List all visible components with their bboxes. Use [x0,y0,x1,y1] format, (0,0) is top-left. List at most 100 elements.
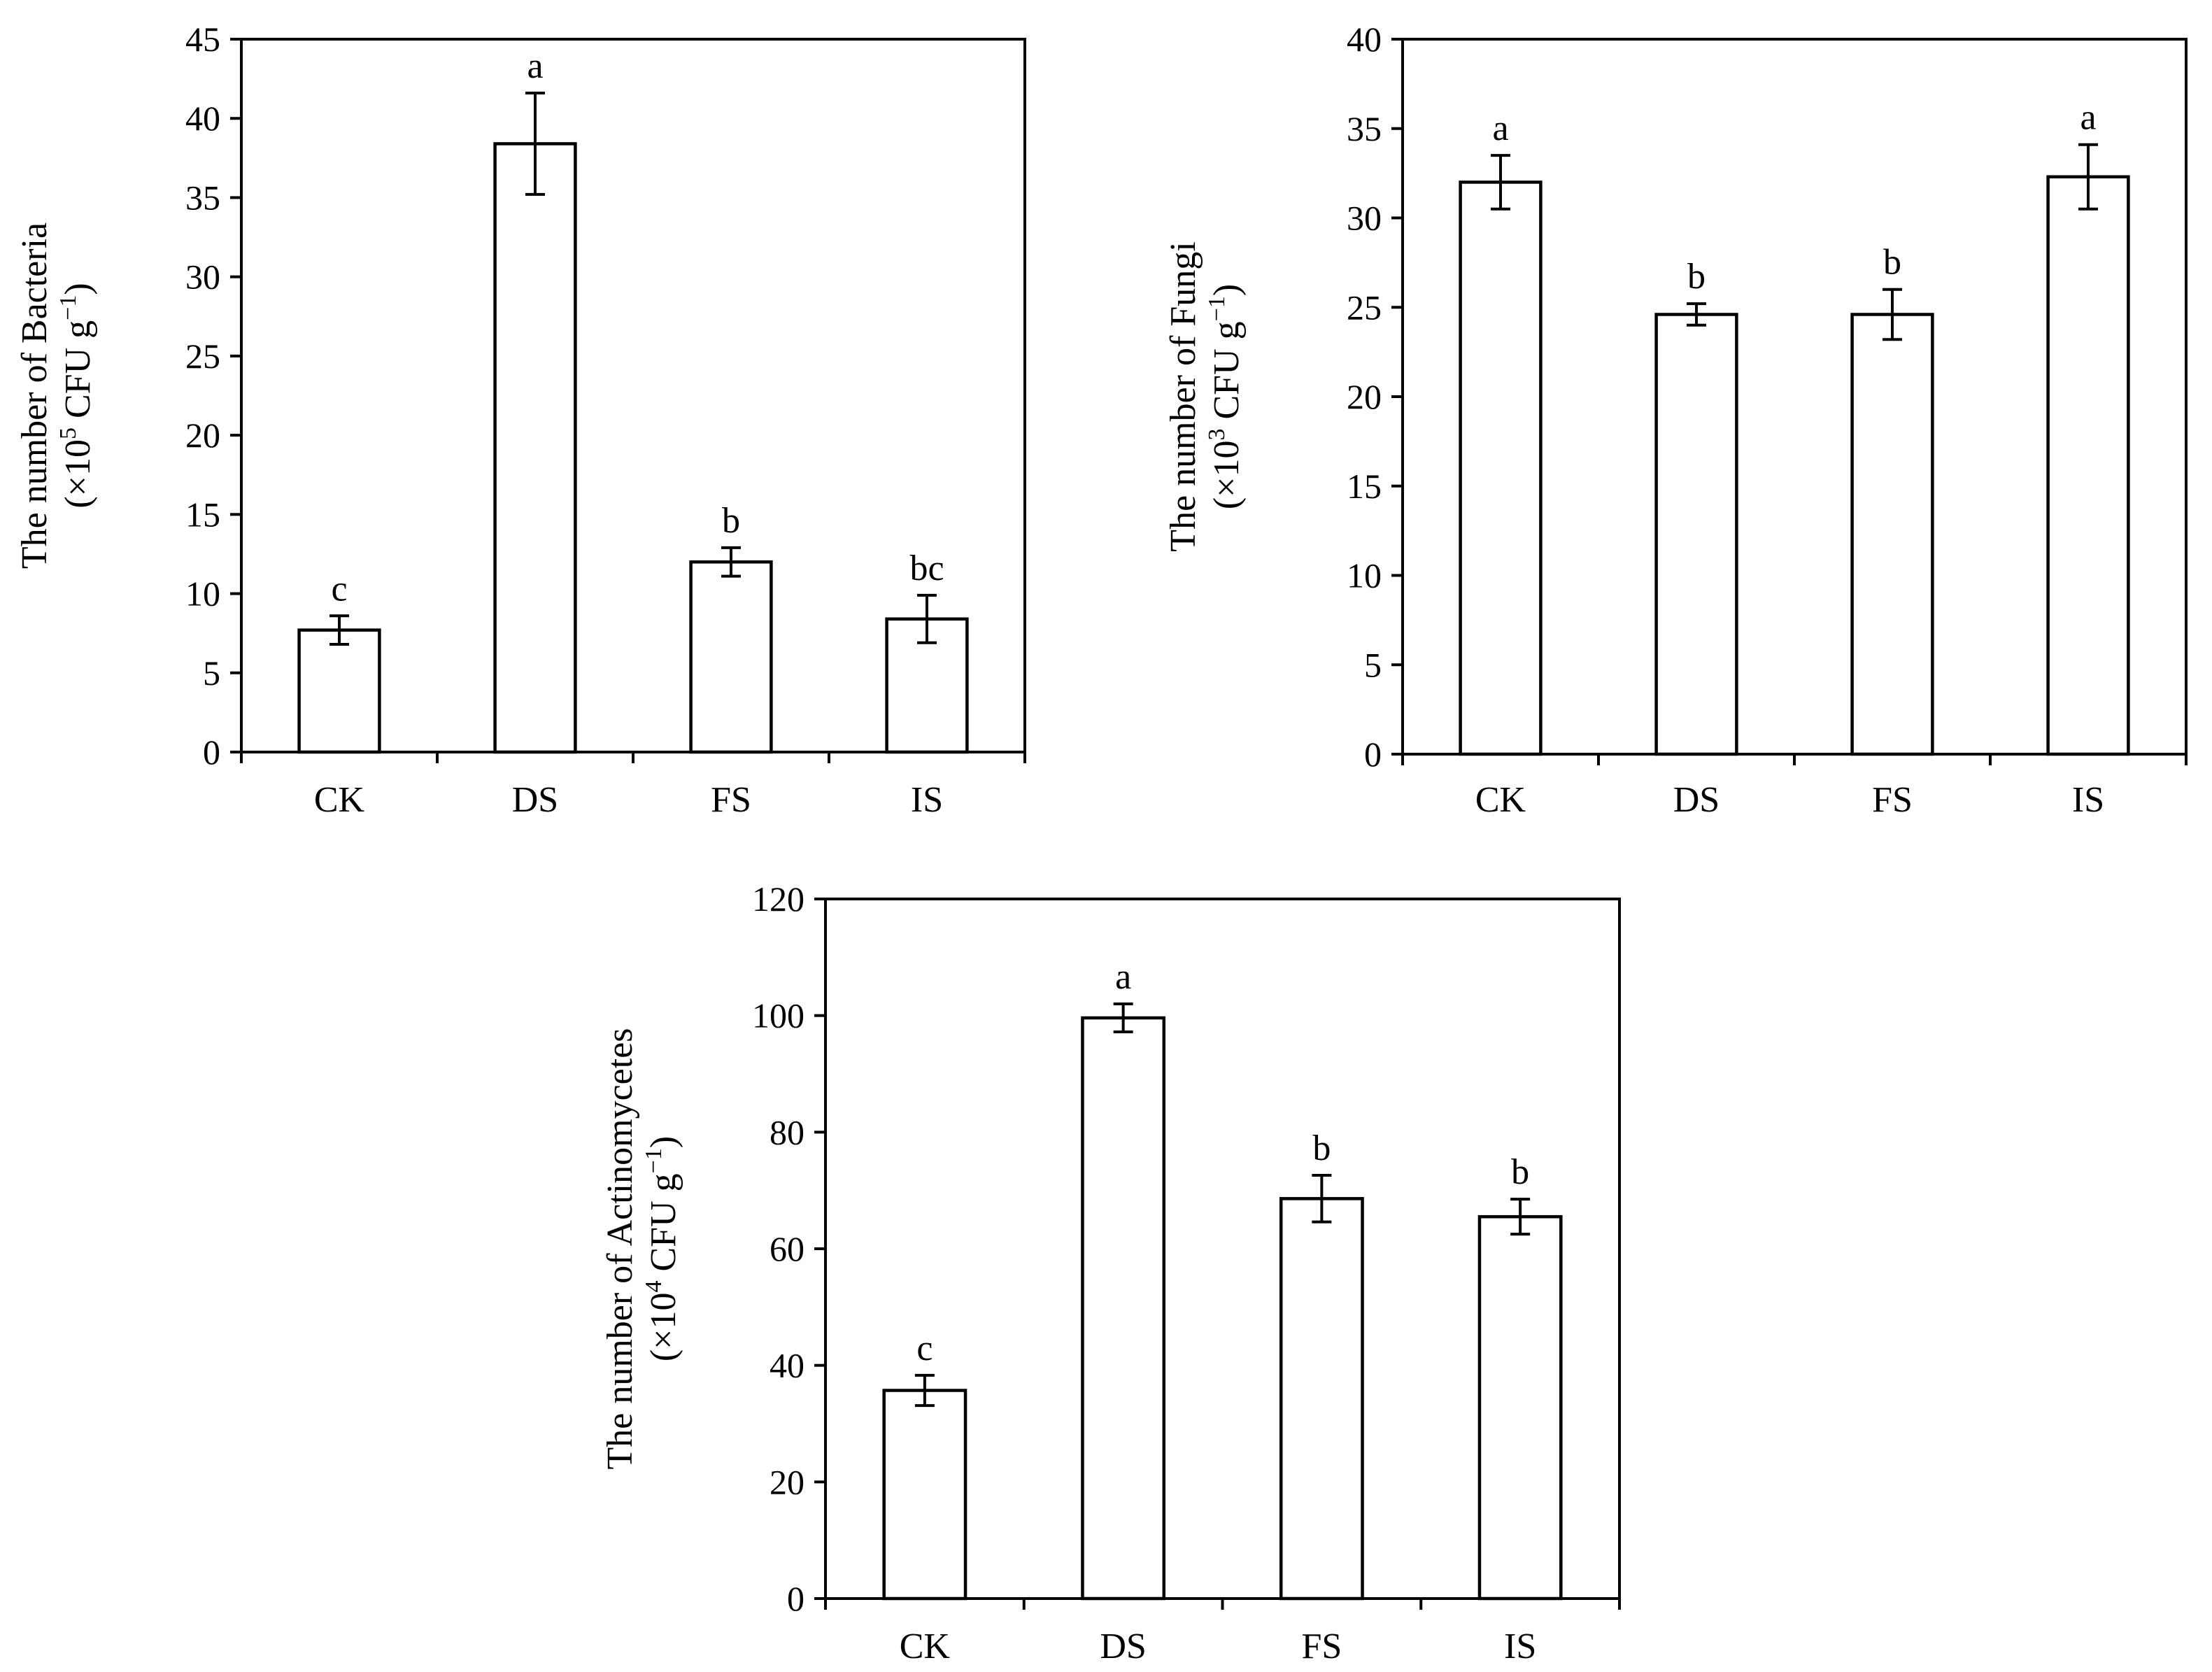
bar-is [1477,1214,1563,1601]
y-axis-label-part: (×10 [644,1293,683,1362]
error-bar-is [1510,1198,1531,1236]
significance-label: c [916,1329,933,1368]
y-tick-label: 20 [1347,377,1382,416]
y-axis-label: The number of Bacteria (×105 CFU g−1) [15,222,98,569]
y-tick-label: 0 [203,732,220,772]
error-bar-ck [1491,154,1510,211]
y-tick-label: 35 [185,178,220,217]
x-category-label: DS [1673,780,1720,820]
y-tick-label: 15 [185,495,220,534]
x-category-label: CK [314,780,365,820]
significance-label: b [722,501,740,541]
y-tick-label: 10 [185,574,220,614]
y-tick-label: 5 [203,653,220,693]
y-tick-label: 10 [1347,556,1382,595]
y-tick-label: 20 [770,1462,804,1501]
y-axis-label-part: (×10 [1207,441,1247,510]
significance-label: c [331,569,347,609]
bar-fs [689,560,773,754]
significance-label: bc [909,548,944,588]
y-axis-label-part: −1 [55,295,81,320]
y-axis-label-line2: (×104 CFU g−1) [641,1136,683,1361]
y-tick-label: 80 [770,1112,804,1152]
y-axis-label-part: 5 [55,427,81,439]
y-axis-label: The number of Actinomycetes (×104 CFU g−1… [600,1028,683,1469]
bar-ds [493,142,577,754]
bar-ck [1459,180,1543,756]
y-tick-label: 40 [1347,20,1382,59]
error-bar-ds [1113,1003,1133,1033]
significance-label: a [2080,98,2096,138]
y-axis-label: The number of Fungi (×103 CFU g−1) [1163,241,1247,551]
error-bar-ck [329,614,349,646]
x-category-label: DS [1100,1627,1146,1666]
error-bar-ck [914,1373,935,1408]
y-tick-label: 20 [185,416,220,455]
y-axis-label-part: ) [58,283,98,295]
y-tick-label: 25 [185,336,220,376]
y-axis-label-part: CFU g [58,320,98,427]
x-category-label: FS [1301,1627,1342,1666]
y-axis-label-part: −1 [641,1148,667,1173]
error-bar-fs [1312,1174,1332,1224]
y-tick-label: 120 [752,879,804,919]
error-bar-fs [1883,288,1902,341]
significance-label: a [1115,957,1131,997]
x-category-label: IS [2072,780,2104,820]
error-bar-ds [525,91,545,196]
bar-ck [297,628,381,754]
y-tick-label: 100 [752,996,804,1035]
chart-fungi: 0 5 10 15 20 25 30 35 40 a CK b DS b FS a IS The number o… [1163,20,2188,820]
x-category-label: FS [711,780,751,820]
x-category-label: IS [1504,1627,1536,1666]
y-tick-label: 35 [1347,109,1382,148]
y-tick-label: 60 [770,1229,804,1268]
y-axis-label-part: −1 [1204,296,1230,321]
y-tick-label: 40 [770,1346,804,1385]
y-axis-label-line1: The number of Bacteria [15,222,55,569]
error-bar-fs [721,546,741,578]
x-category-label: FS [1872,780,1913,820]
significance-label: b [1687,257,1706,297]
y-axis-label-part: 4 [641,1281,667,1293]
y-axis-label-part: (×10 [58,439,98,509]
y-tick-label: 25 [1347,288,1382,327]
y-axis-label-part: CFU g [1207,321,1247,428]
y-axis-label-line1: The number of Fungi [1163,241,1203,551]
y-tick-label: 45 [185,20,220,59]
significance-label: b [1883,243,1901,283]
y-axis-label-line2: (×105 CFU g−1) [55,283,98,508]
x-category-label: IS [911,780,943,820]
significance-label: b [1312,1128,1331,1168]
significance-label: a [1492,108,1508,148]
y-axis-label-part: ) [644,1136,683,1148]
x-category-label: CK [900,1627,951,1666]
y-tick-label: 40 [185,99,220,138]
y-tick-label: 0 [1364,735,1382,774]
y-tick-label: 30 [185,257,220,297]
error-bar-is [2078,143,2098,211]
y-axis-label-line2: (×103 CFU g−1) [1204,284,1247,509]
bar-ds [1654,313,1738,756]
y-axis-label-line1: The number of Actinomycetes [600,1028,640,1469]
y-tick-label: 0 [787,1579,804,1618]
bar-ck [882,1389,967,1601]
bar-fs [1850,313,1934,756]
bar-is [2046,175,2130,756]
y-tick-label: 15 [1347,467,1382,506]
error-bar-ds [1687,302,1706,327]
y-axis-label-part: ) [1207,284,1247,296]
significance-label: b [1511,1152,1529,1192]
y-axis-label-part: CFU g [644,1173,683,1280]
chart-actinomycetes: 0 20 40 60 80 100 120 c CK a DS b FS b IS The number of… [600,879,1621,1666]
x-category-label: DS [512,780,558,820]
error-bar-is [917,593,937,644]
y-tick-label: 30 [1347,199,1382,238]
significance-label: a [527,46,543,86]
y-tick-label: 5 [1364,645,1382,684]
bar-ds [1081,1016,1166,1601]
chart-bacteria: 0 5 10 15 20 25 30 35 40 45 c CK a DS b FS bc IS The numbe… [15,20,1026,820]
y-axis-label-part: 3 [1204,429,1230,441]
